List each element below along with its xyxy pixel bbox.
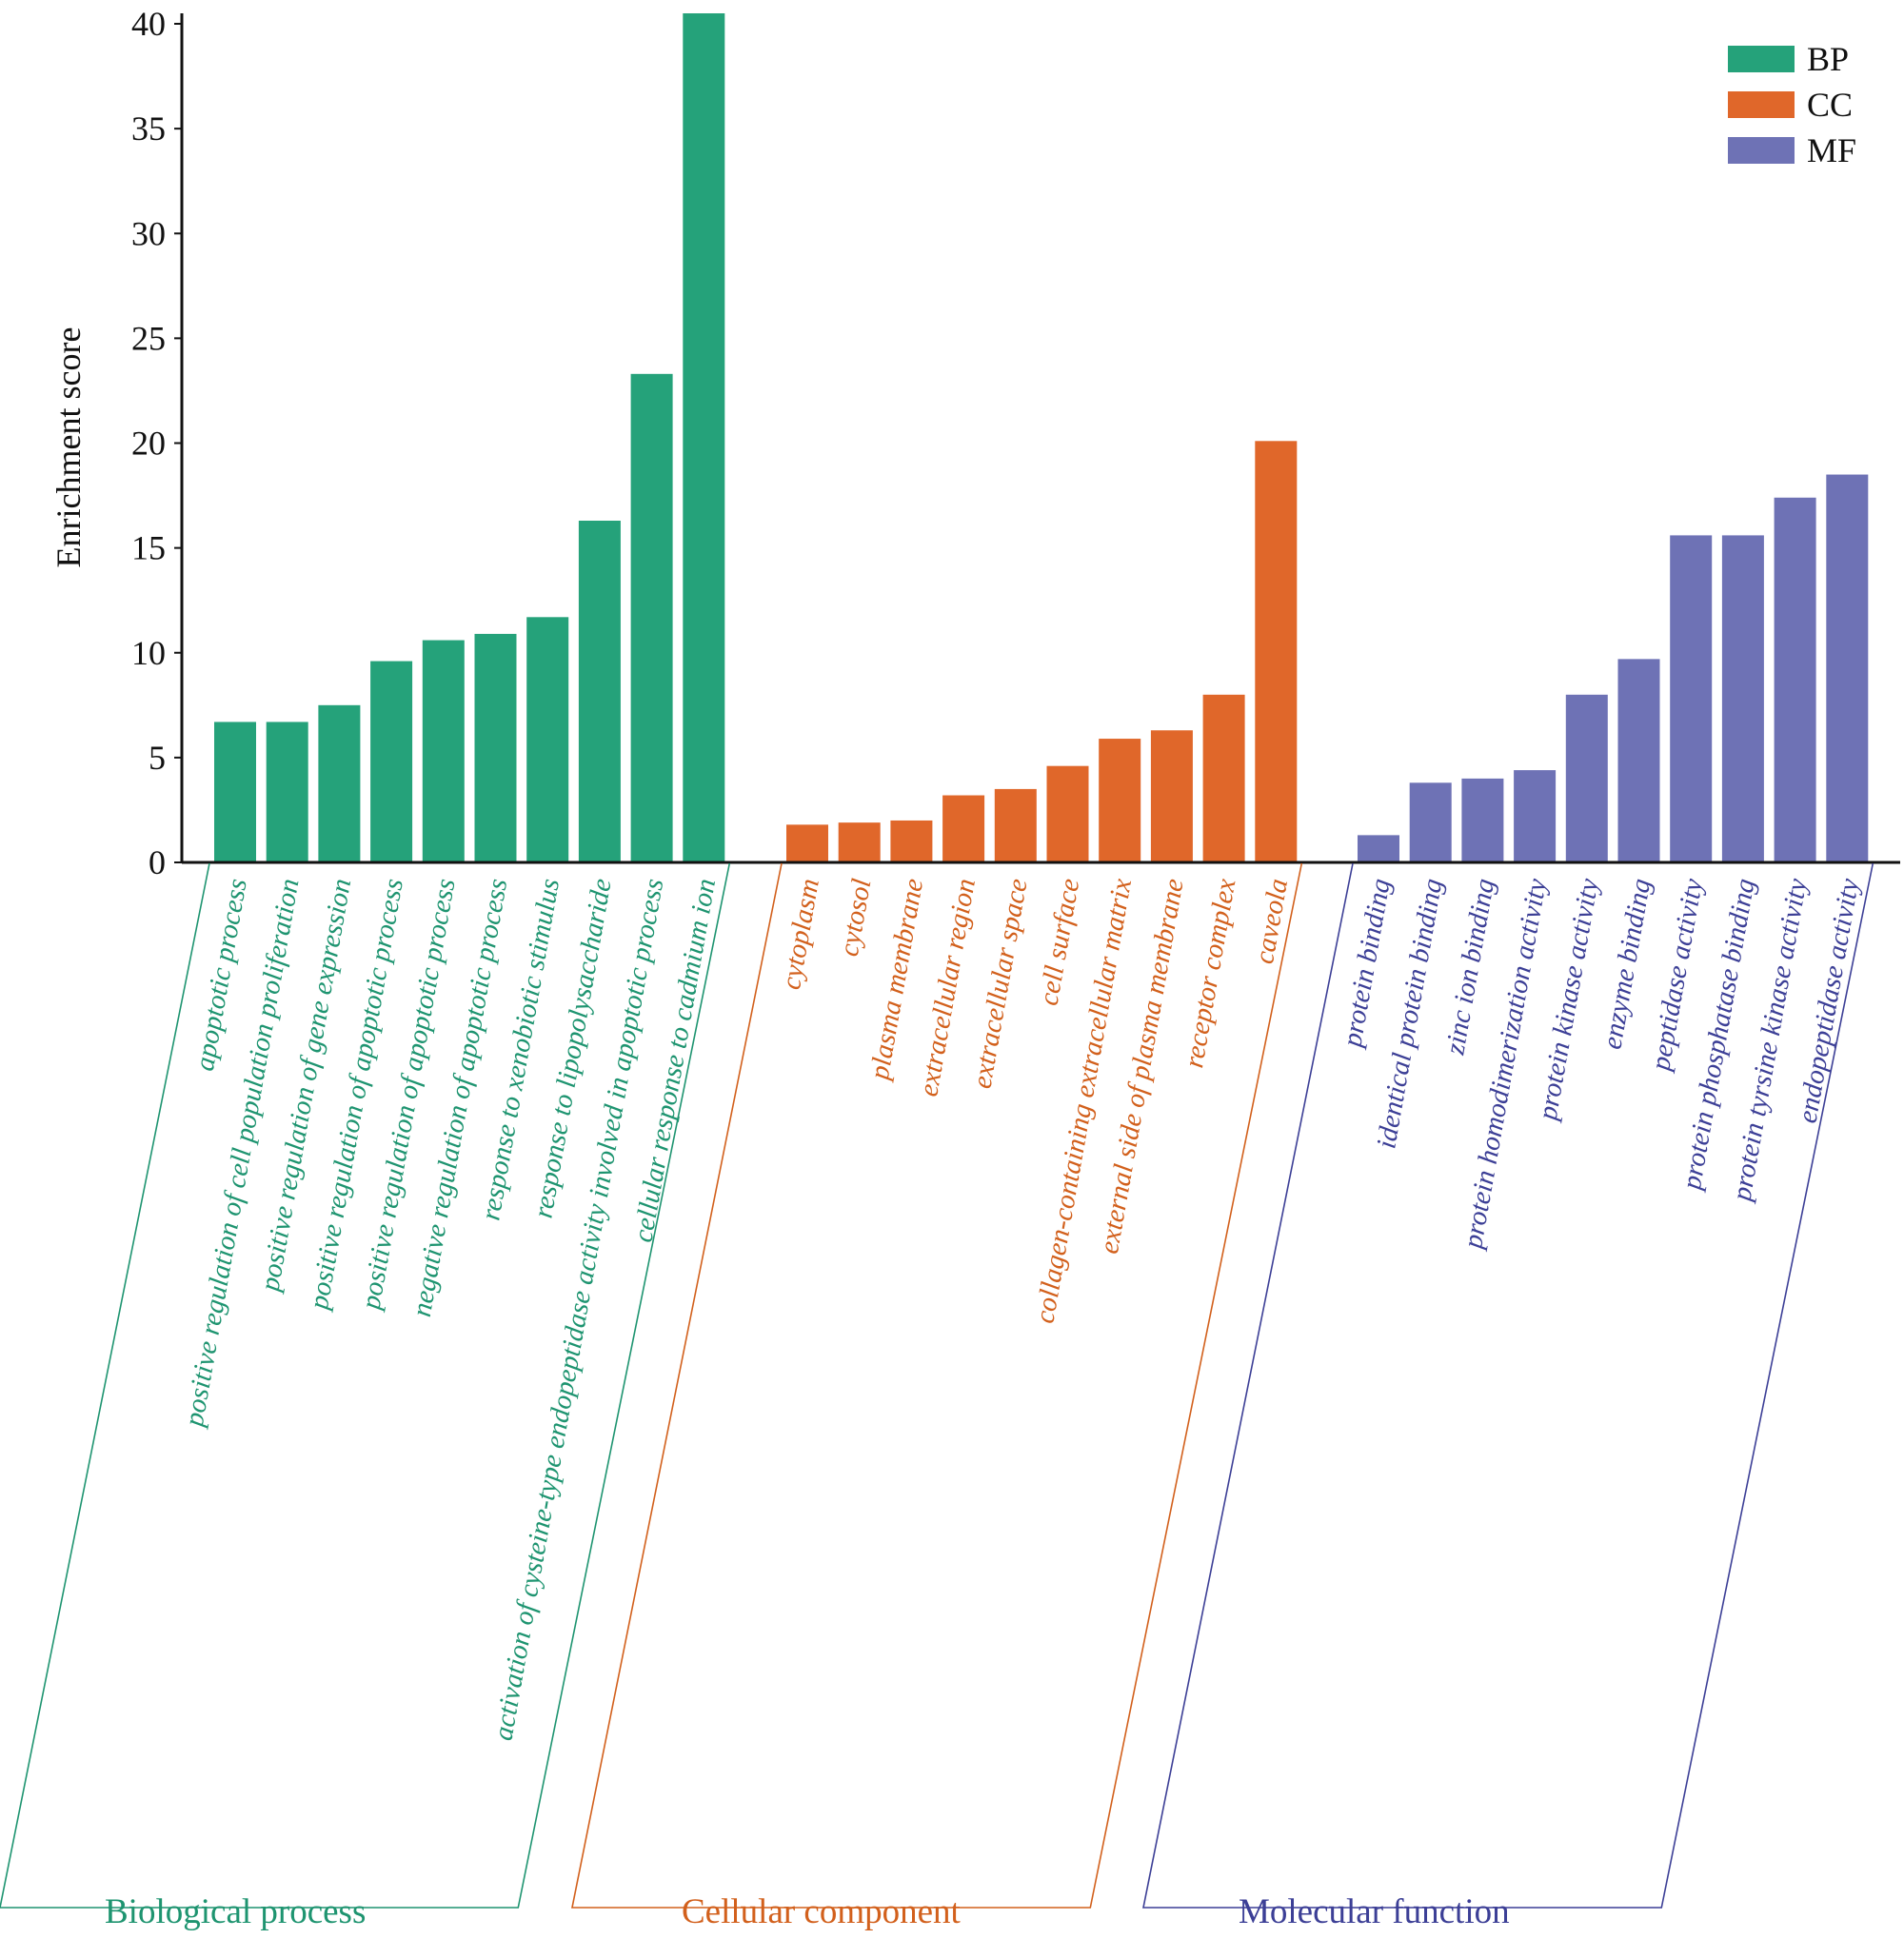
bar-cc-9 [1202, 694, 1245, 862]
bar-bp-10 [683, 13, 725, 862]
bar-bp-3 [318, 704, 361, 862]
bar-mf-8 [1721, 535, 1764, 862]
bar-bp-6 [474, 633, 517, 862]
y-tick-label: 40 [131, 5, 166, 43]
bar-bp-2 [266, 722, 308, 862]
category-label: cell surface [1034, 877, 1086, 1008]
legend-swatch-cc [1728, 91, 1795, 118]
group-label-bp: Biological process [105, 1892, 366, 1931]
bar-mf-3 [1461, 778, 1504, 862]
y-tick-label: 0 [149, 843, 166, 881]
category-label: caveola [1249, 877, 1294, 966]
group-bracket-bp [0, 862, 731, 1909]
bar-mf-9 [1774, 497, 1816, 862]
y-tick-label: 5 [149, 739, 166, 777]
y-tick-label: 25 [131, 319, 166, 357]
bar-cc-1 [786, 824, 828, 862]
y-tick-label: 35 [131, 109, 166, 148]
group-bracket-cc [571, 862, 1303, 1909]
bar-bp-7 [526, 617, 569, 862]
bars-layer [214, 13, 1869, 862]
category-label: cytosol [834, 877, 878, 959]
category-label: peptidase activity [1645, 877, 1709, 1075]
bar-cc-3 [890, 820, 933, 862]
axes-layer [180, 13, 1900, 864]
y-tick-label: 30 [131, 214, 166, 252]
category-label: enzyme binding [1597, 877, 1656, 1052]
legend-swatch-bp [1728, 46, 1795, 72]
legend-label-bp: BP [1807, 40, 1849, 78]
bar-mf-7 [1670, 535, 1713, 862]
legend-label-cc: CC [1807, 86, 1853, 124]
bar-bp-4 [370, 661, 413, 862]
category-label: apoptotic process [189, 877, 253, 1074]
bar-cc-4 [942, 795, 985, 862]
bar-cc-8 [1150, 730, 1193, 862]
bar-bp-8 [578, 520, 621, 862]
bar-cc-10 [1255, 441, 1298, 862]
bar-cc-6 [1046, 765, 1089, 862]
y-tick-label: 10 [131, 634, 166, 672]
y-ticks: 0 5 10 15 20 25 30 35 40 [131, 5, 182, 881]
bar-mf-1 [1358, 835, 1399, 862]
legend-swatch-mf [1728, 137, 1795, 164]
group-label-mf: Molecular function [1239, 1892, 1510, 1931]
group-brackets [0, 862, 1874, 1909]
bar-bp-9 [630, 373, 673, 862]
legend-label-mf: MF [1807, 131, 1856, 169]
bar-bp-1 [214, 722, 256, 862]
group-bracket-mf [1142, 862, 1874, 1909]
category-label: cytoplasm [776, 877, 825, 992]
y-tick-label: 15 [131, 529, 166, 567]
category-label: zinc ion binding [1439, 877, 1500, 1059]
y-tick-label: 20 [131, 425, 166, 463]
legend: BP CC MF [1728, 40, 1856, 169]
bar-bp-5 [422, 640, 465, 862]
group-label-cc: Cellular component [682, 1892, 962, 1931]
bar-cc-2 [838, 822, 881, 862]
bar-mf-5 [1565, 694, 1608, 862]
bar-mf-4 [1514, 770, 1557, 862]
bar-mf-2 [1409, 782, 1452, 862]
bar-mf-10 [1826, 474, 1869, 862]
bar-mf-6 [1617, 659, 1660, 862]
bar-cc-7 [1099, 739, 1141, 862]
y-axis-title: Enrichment score [50, 327, 88, 568]
bar-cc-5 [994, 788, 1037, 862]
category-label: receptor complex [1179, 877, 1241, 1071]
